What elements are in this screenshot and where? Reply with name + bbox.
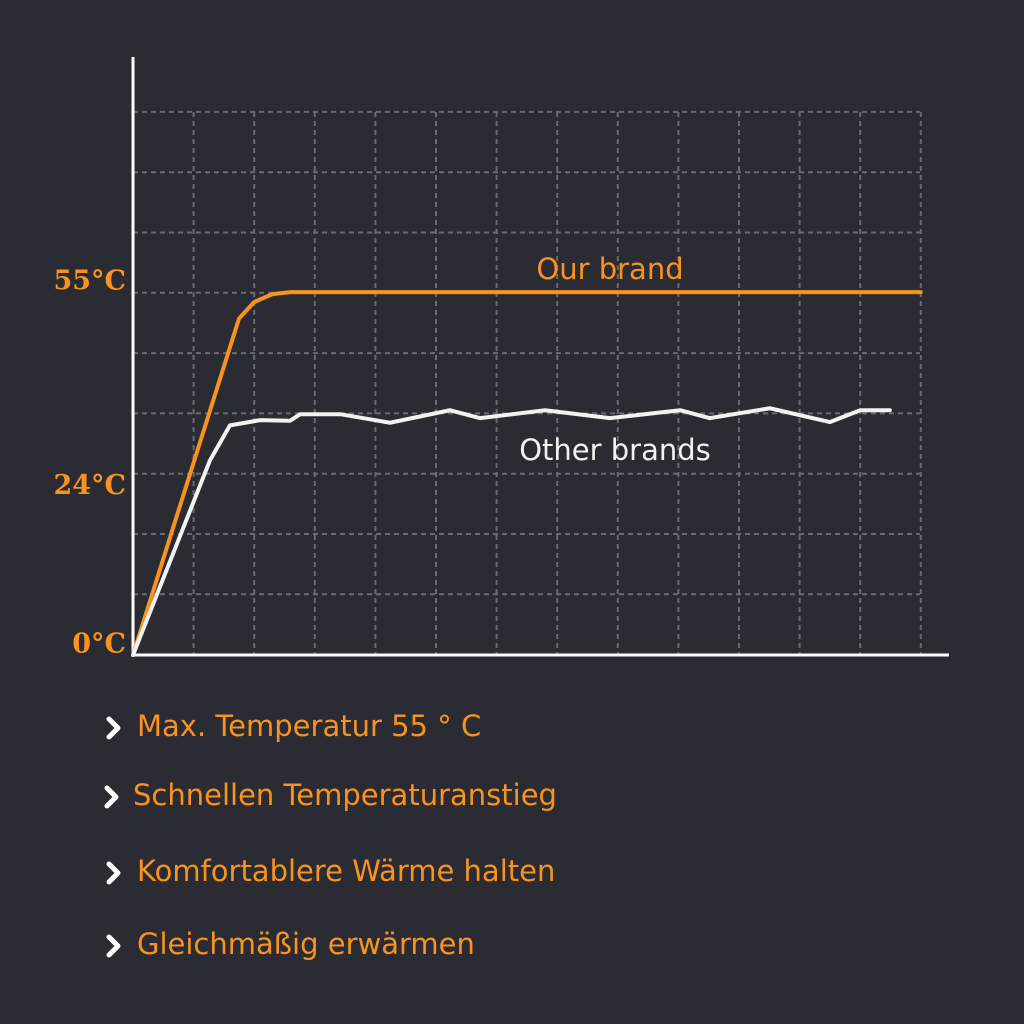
grid <box>133 110 922 655</box>
line <box>131 290 923 657</box>
series-label: Other brands <box>519 433 711 467</box>
series-label: Our brand <box>536 252 683 286</box>
y-tick-label: 55°C <box>53 266 126 297</box>
feature-text: Schnellen Temperaturanstieg <box>133 778 557 812</box>
chevron-icon <box>104 785 119 809</box>
chevron-icon <box>106 934 121 958</box>
line <box>131 406 892 657</box>
feature-text: Gleichmäßig erwärmen <box>137 927 475 961</box>
chevron-icon <box>106 716 121 740</box>
feature-list: Max. Temperatur 55 ° C Schnellen Temperat… <box>104 709 557 961</box>
feature-text: Max. Temperatur 55 ° C <box>137 709 481 743</box>
y-tick-label: 0°C <box>72 629 126 660</box>
chevron-icon <box>106 861 121 885</box>
y-tick-label: 24°C <box>53 470 126 501</box>
feature-text: Komfortablere Wärme halten <box>137 854 555 888</box>
